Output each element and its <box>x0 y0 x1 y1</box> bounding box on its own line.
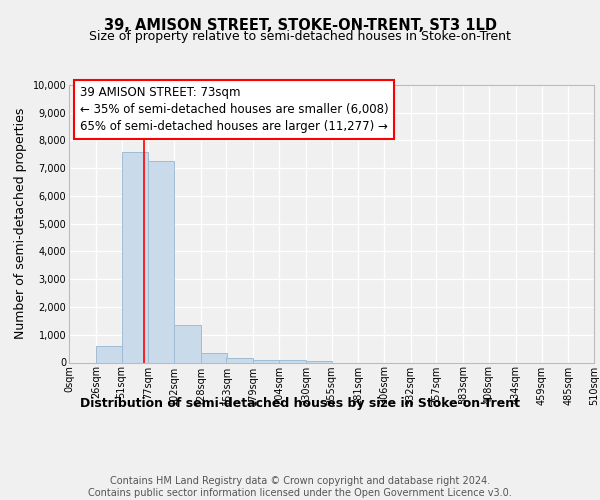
Y-axis label: Number of semi-detached properties: Number of semi-detached properties <box>14 108 27 340</box>
Bar <box>253 360 279 362</box>
Bar <box>227 358 253 362</box>
Bar <box>96 346 121 362</box>
Text: Size of property relative to semi-detached houses in Stoke-on-Trent: Size of property relative to semi-detach… <box>89 30 511 43</box>
Text: 39, AMISON STREET, STOKE-ON-TRENT, ST3 1LD: 39, AMISON STREET, STOKE-ON-TRENT, ST3 1… <box>104 18 497 32</box>
Bar <box>279 360 306 362</box>
Text: 39 AMISON STREET: 73sqm
← 35% of semi-detached houses are smaller (6,008)
65% of: 39 AMISON STREET: 73sqm ← 35% of semi-de… <box>79 86 388 134</box>
Bar <box>148 162 174 362</box>
Bar <box>306 361 331 362</box>
Bar <box>121 152 148 362</box>
Bar <box>201 354 227 362</box>
Text: Distribution of semi-detached houses by size in Stoke-on-Trent: Distribution of semi-detached houses by … <box>80 398 520 410</box>
Text: Contains HM Land Registry data © Crown copyright and database right 2024.
Contai: Contains HM Land Registry data © Crown c… <box>88 476 512 498</box>
Bar <box>174 325 201 362</box>
